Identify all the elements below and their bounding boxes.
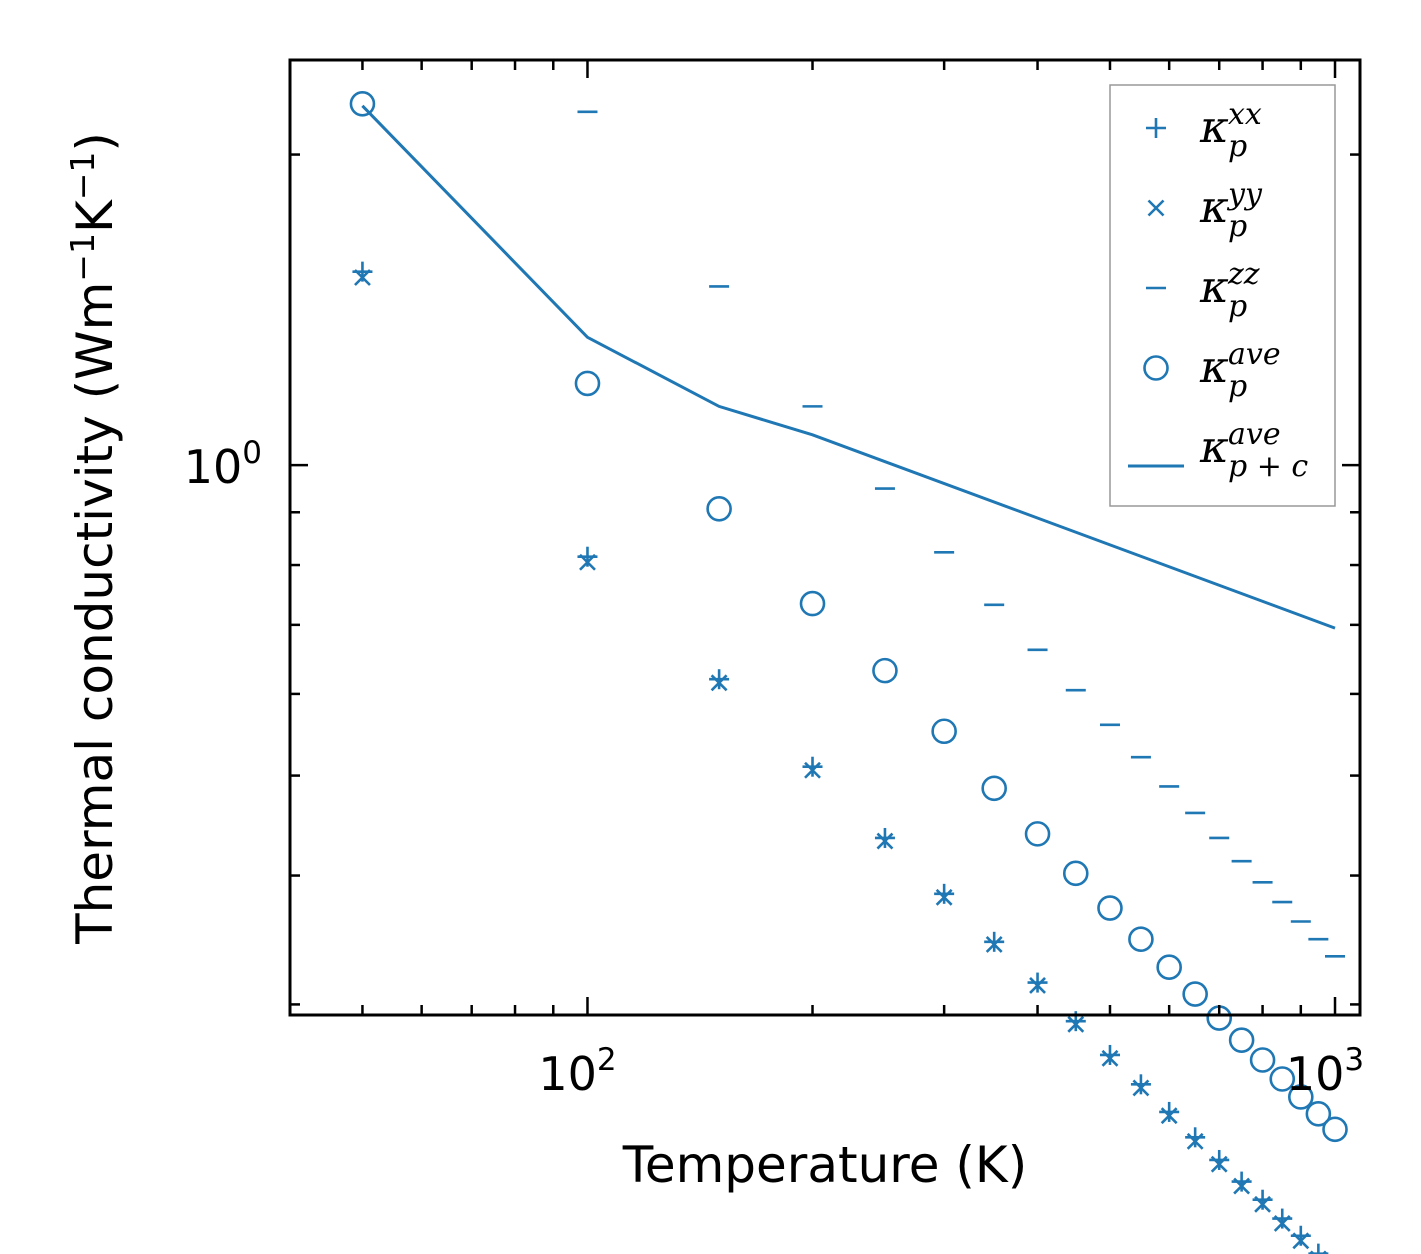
legend-label-sup: ave [1228,417,1281,452]
legend-label-sub: p [1228,209,1247,244]
point-kappa_p_xx [984,931,1005,952]
point-kappa_p_yy [1186,1132,1204,1150]
legend-label-sup: zz [1227,257,1260,292]
point-kappa_p_yy [1292,1232,1310,1250]
legend-marker-kappa_p_yy [1147,199,1165,217]
point-kappa_p_yy [1210,1155,1228,1173]
point-kappa_p_xx [802,756,823,777]
legend-label-sup: xx [1228,97,1262,132]
legend-entry-kappa_p_yy: κ yyp [1147,177,1263,244]
point-kappa_p_yy [354,269,371,286]
point-kappa_p_yy [935,888,953,906]
point-kappa_p_yy [876,832,894,850]
legend-label-sub: p [1228,289,1247,324]
point-kappa_p_yy [1067,1015,1085,1033]
chart-marks [349,90,1348,1254]
point-kappa_p_xx [1185,1127,1206,1148]
point-kappa_p_ave [1228,1027,1255,1053]
x-tick-label: 102 [538,1042,616,1101]
point-kappa_p_ave [706,495,732,522]
legend-label-sub: p [1228,369,1247,404]
legend-label: κ [1199,342,1229,393]
point-kappa_p_ave [872,657,898,684]
point-kappa_p_ave [981,775,1007,802]
point-kappa_p_ave [1322,1116,1348,1143]
point-kappa_p_xx [1252,1189,1273,1210]
legend-label: κ [1199,262,1229,313]
point-kappa_p_xx [1130,1074,1151,1095]
point-kappa_p_xx [709,669,730,690]
point-kappa_p_ave [1128,926,1154,953]
legend-label-sub: p + c [1228,449,1308,484]
point-kappa_p_xx [934,883,955,904]
legend-box [1109,84,1336,507]
x-tick-label: 103 [1286,1042,1364,1101]
legend-label-sup: yy [1226,177,1263,212]
legend-entry-kappa_p_zz: κ zzp [1146,257,1260,324]
point-kappa_p_ave [574,370,601,397]
point-kappa_p_xx [1099,1044,1120,1065]
legend-label-sub: p [1228,129,1247,164]
point-kappa_p_ave [799,590,826,617]
point-kappa_p_xx [1027,972,1048,993]
point-kappa_p_xx [1272,1208,1293,1229]
point-kappa_p_yy [1273,1214,1291,1232]
point-kappa_p_ave [931,718,957,745]
point-kappa_p_ave [1182,981,1208,1007]
point-kappa_p_yy [1233,1177,1251,1195]
point-kappa_p_yy [804,761,821,779]
point-kappa_p_ave [1305,1101,1332,1127]
axis-ticks [288,60,1360,1015]
point-kappa_p_xx [1290,1225,1311,1246]
point-kappa_p_ave [1062,860,1089,887]
point-kappa_p_ave [1024,821,1051,847]
x-axis-title: Temperature (K) [622,1136,1027,1194]
point-kappa_p_ave [1156,954,1182,980]
legend-marker-kappa_p_xx [1146,118,1166,138]
point-kappa_p_yy [1254,1195,1271,1213]
point-kappa_p_yy [1132,1079,1150,1097]
point-kappa_p_yy [710,674,728,692]
series-line-kappa_pc_ave [361,104,1336,630]
y-tick-label: 100 [184,435,262,494]
legend-label: κ [1199,182,1229,233]
point-kappa_p_ave [1288,1084,1314,1110]
legend-entry-kappa_p_xx: κ xxp [1146,97,1262,164]
point-kappa_p_ave [349,90,376,117]
point-kappa_p_ave [1249,1047,1276,1073]
point-kappa_p_yy [1101,1049,1119,1067]
legend-marker-kappa_p_ave [1143,355,1169,381]
axes-frame [288,58,1362,1017]
legend-label: κ [1199,422,1229,473]
legend-label-sup: ave [1228,337,1281,372]
point-kappa_p_ave [1269,1066,1296,1092]
legend-label: κ [1199,102,1229,153]
point-kappa_p_ave [1097,895,1123,921]
point-kappa_p_xx [874,827,895,848]
point-kappa_p_yy [1029,977,1046,994]
point-kappa_p_xx [1231,1171,1252,1192]
point-kappa_p_yy [985,935,1003,953]
point-kappa_p_yy [579,553,596,571]
point-kappa_p_xx [1209,1149,1230,1170]
y-axis-title: Thermal conductivity (Wm−1K−1) [63,132,124,945]
point-kappa_p_yy [1160,1107,1178,1125]
point-kappa_p_xx [1159,1101,1180,1122]
tick-labels: 102 103 100 [184,435,1364,1101]
